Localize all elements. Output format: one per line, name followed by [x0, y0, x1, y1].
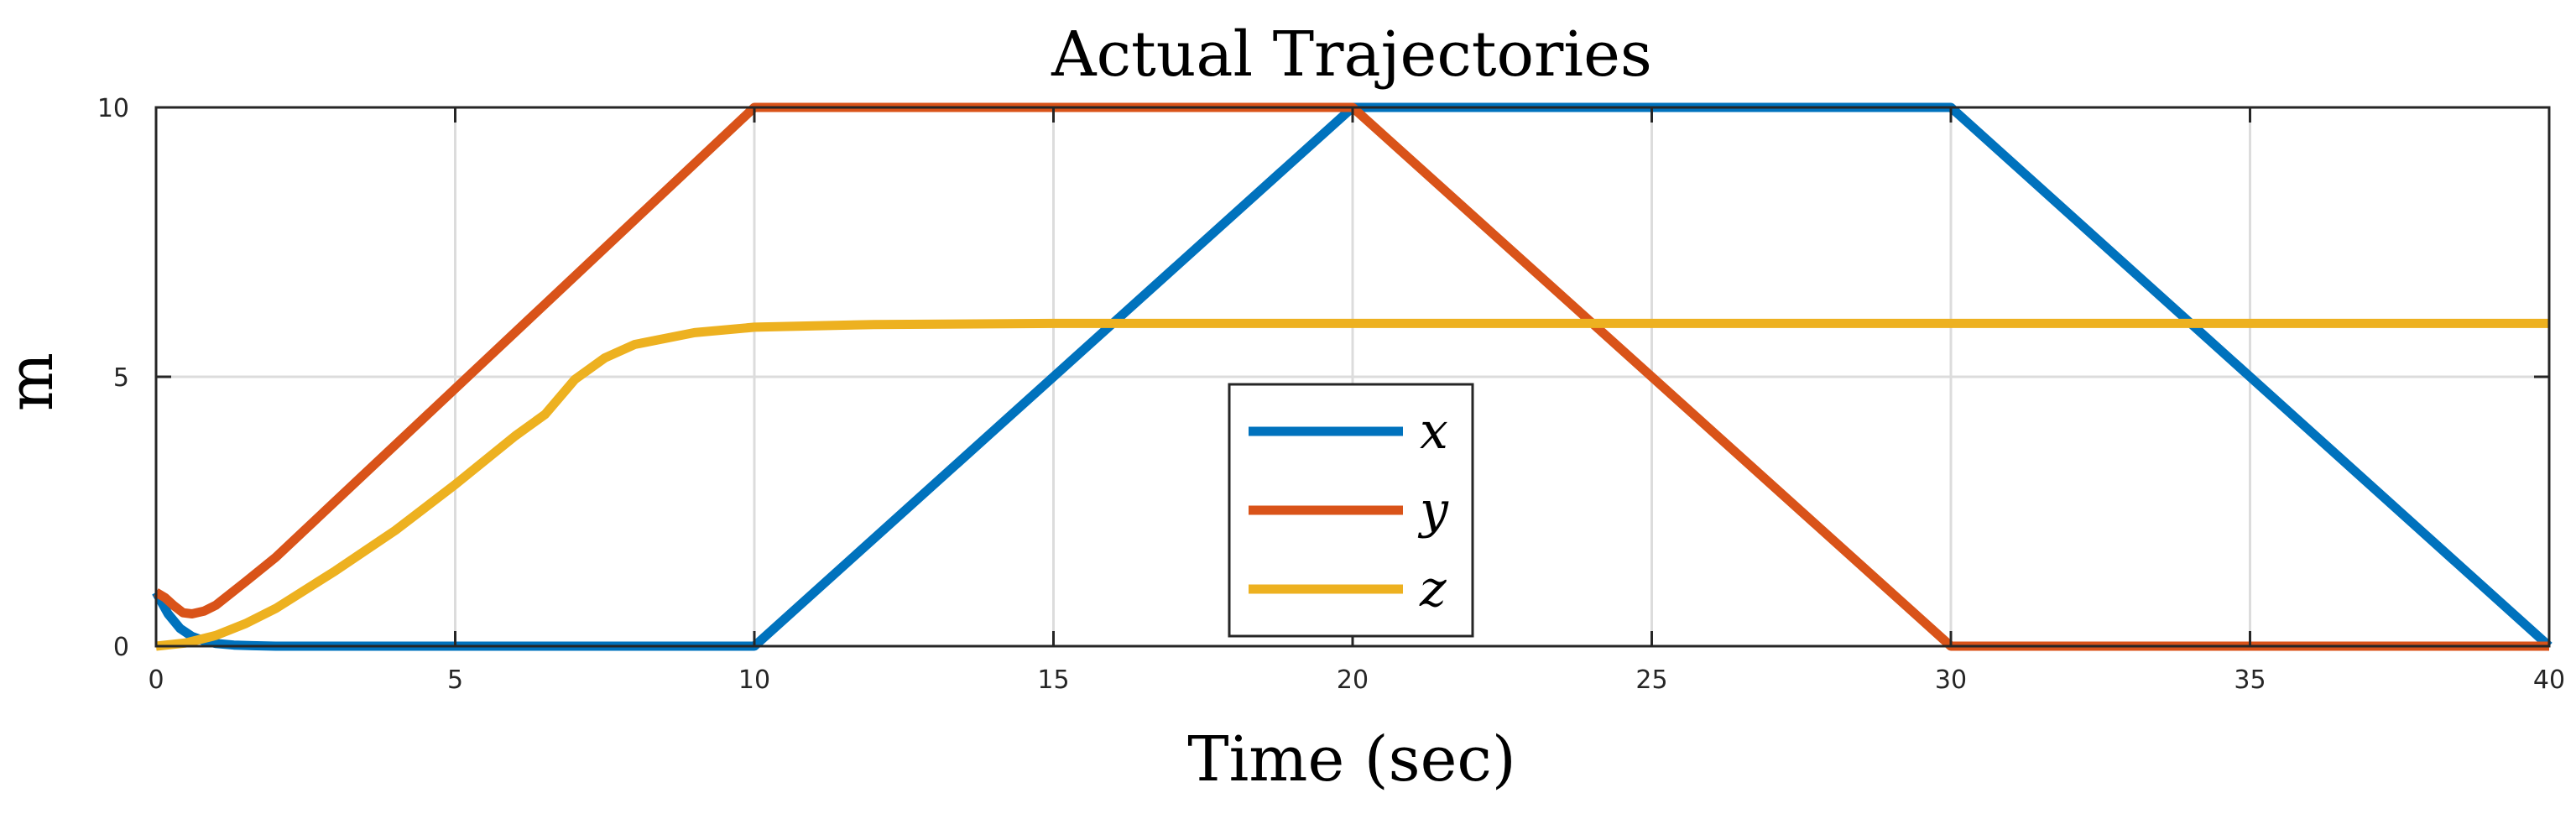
series-line-z: [155, 318, 2549, 651]
x-tick-label: 35: [2234, 665, 2266, 695]
y-tick-label: 10: [97, 94, 129, 123]
legend-label-x: x: [1420, 402, 1448, 461]
x-tick-label: 10: [738, 665, 770, 695]
chart-title: Actual Trajectories: [1051, 18, 1652, 91]
legend: xyz: [1228, 383, 1474, 638]
legend-label-z: z: [1419, 560, 1447, 618]
tick-labels: 0 5 10 15 20 25 30 35 40 0 5 10: [97, 94, 2565, 695]
legend-label-y: y: [1417, 481, 1449, 540]
axis-ticks: [154, 106, 2551, 648]
x-axis-label: Time (sec): [1187, 723, 1515, 796]
x-tick-label: 40: [2533, 665, 2565, 695]
x-tick-label: 0: [148, 665, 164, 695]
x-tick-label: 20: [1337, 665, 1369, 695]
x-tick-label: 25: [1635, 665, 1667, 695]
y-tick-label: 0: [113, 633, 129, 662]
y-axis-label: m: [0, 352, 67, 411]
x-tick-label: 30: [1935, 665, 1967, 695]
x-tick-label: 5: [447, 665, 463, 695]
y-tick-label: 5: [113, 363, 129, 393]
x-tick-label: 15: [1037, 665, 1069, 695]
